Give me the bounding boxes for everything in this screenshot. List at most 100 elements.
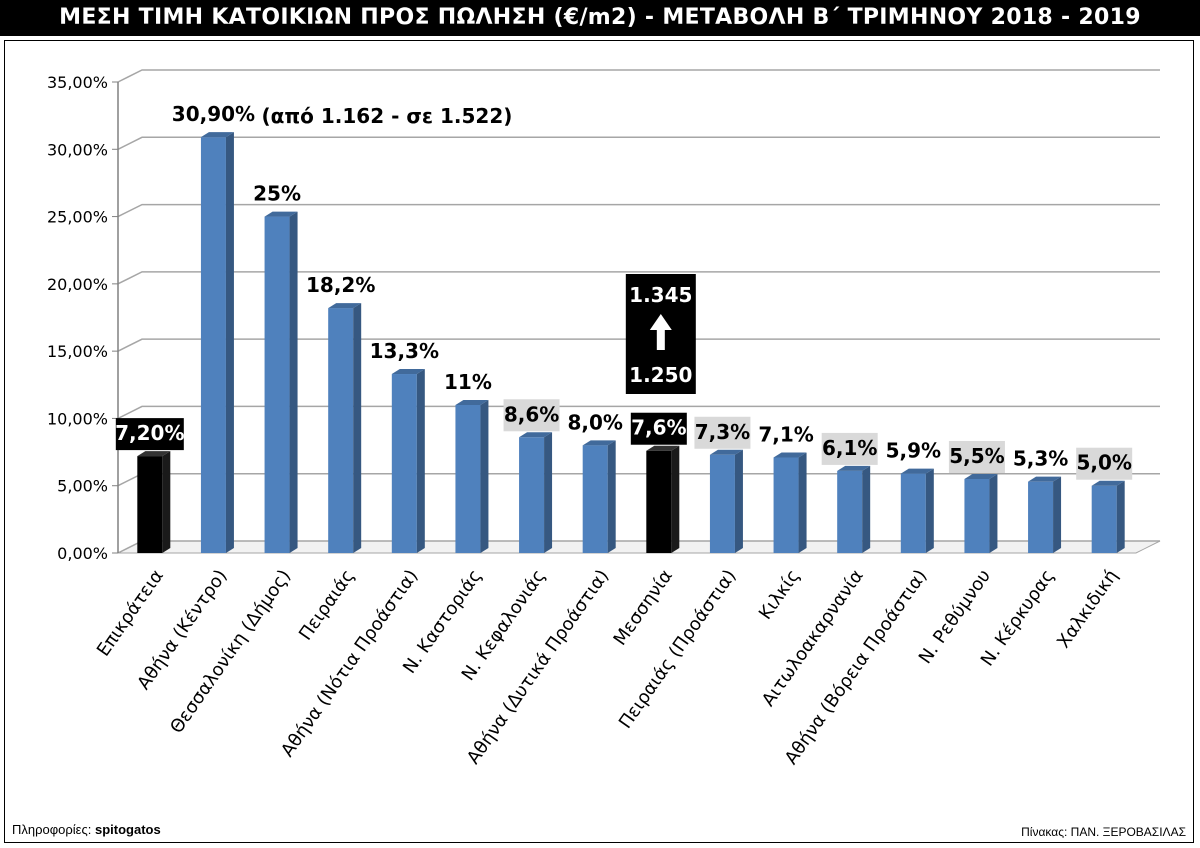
- arrow-up-icon: [649, 314, 672, 350]
- bar-top: [773, 452, 807, 458]
- y-tick-label: 0,00%: [57, 544, 108, 563]
- bar-top: [391, 369, 425, 375]
- data-label: 5,3%: [1013, 447, 1068, 471]
- bar-top: [900, 468, 934, 474]
- gridline: [117, 271, 1160, 285]
- category-label: Πειραιάς (Προάστια): [615, 566, 741, 733]
- title-bar: ΜΕΣΗ ΤΙΜΗ ΚΑΤΟΙΚΙΩΝ ΠΡΟΣ ΠΩΛΗΣΗ (€/m2) -…: [0, 0, 1200, 36]
- data-label-box: [1076, 447, 1133, 480]
- y-tick-label: 15,00%: [47, 342, 108, 361]
- bar-top: [964, 473, 998, 479]
- category-label: Κιλκίς: [755, 566, 804, 624]
- y-tick-label: 20,00%: [47, 275, 108, 294]
- bar: [137, 456, 163, 553]
- category-label: Θεσσαλονίκη (Δήμος): [166, 566, 295, 738]
- data-label: 11%: [444, 370, 492, 394]
- bar-top: [200, 132, 234, 138]
- data-label: 7,3%: [695, 420, 750, 444]
- bar: [1091, 485, 1117, 553]
- bar-side: [225, 132, 234, 553]
- bar: [328, 308, 354, 553]
- bar-side: [734, 449, 743, 553]
- bar: [519, 437, 545, 553]
- data-label: 25%: [253, 182, 301, 206]
- data-label-box: [503, 399, 560, 432]
- bar: [900, 473, 926, 553]
- bar-top: [1028, 476, 1062, 482]
- data-label: 6,1%: [822, 436, 877, 460]
- category-label: Χαλκιδική: [1053, 566, 1122, 652]
- y-tick-label: 10,00%: [47, 409, 108, 428]
- data-label: 5,0%: [1076, 451, 1131, 475]
- bar-top: [582, 440, 616, 446]
- bar-side: [989, 473, 998, 553]
- bar-top: [646, 445, 680, 451]
- bar-side: [798, 452, 807, 553]
- category-label: Επικράτεια: [93, 566, 168, 661]
- bar-side: [925, 468, 934, 553]
- annotation-price-from: 1.250: [629, 363, 692, 387]
- chart-title: ΜΕΣΗ ΤΙΜΗ ΚΑΤΟΙΚΙΩΝ ΠΡΟΣ ΠΩΛΗΣΗ (€/m2) -…: [59, 5, 1141, 30]
- data-label-box: [948, 440, 1005, 473]
- source-name: spitogatos: [94, 822, 161, 837]
- data-label-box: [694, 416, 751, 449]
- bar-top: [455, 399, 489, 405]
- bar: [837, 470, 863, 553]
- bar-side: [544, 432, 553, 553]
- bar-side: [862, 465, 871, 553]
- chart-credit: Πίνακας: ΠΑΝ. ΞΕΡΟΒΑΣΙΛΑΣ: [1021, 825, 1186, 839]
- gridline: [117, 405, 1160, 420]
- bar-top: [709, 449, 743, 455]
- y-tick-label: 30,00%: [47, 140, 108, 159]
- bar: [391, 374, 417, 553]
- bar: [455, 404, 481, 553]
- bar: [773, 457, 799, 553]
- source-note: Πληροφορίες: spitogatos: [12, 822, 161, 837]
- category-label: Πειραιάς: [295, 566, 359, 645]
- y-tick-label: 25,00%: [47, 208, 108, 227]
- bar: [582, 445, 608, 553]
- annotation-price-range: (από 1.162 - σε 1.522): [261, 104, 512, 128]
- bar-side: [607, 440, 616, 553]
- bar-top: [328, 303, 362, 309]
- data-label: 8,6%: [504, 402, 559, 426]
- bar-side: [1116, 480, 1125, 553]
- bar-side: [416, 369, 425, 553]
- gridline: [117, 69, 1160, 83]
- data-label: 5,9%: [886, 439, 941, 463]
- bar-side: [162, 451, 171, 553]
- data-label: 7,6%: [631, 416, 686, 440]
- data-label: 18,2%: [306, 273, 375, 297]
- data-label: 13,3%: [370, 339, 439, 363]
- y-tick-label: 35,00%: [47, 73, 108, 92]
- bar: [709, 454, 735, 553]
- bar-side: [353, 303, 362, 553]
- gridline: [117, 203, 1160, 218]
- bar: [964, 478, 990, 553]
- bar: [646, 450, 672, 553]
- gridline: [117, 136, 1160, 150]
- data-label-box: [821, 432, 878, 465]
- annotation-price-to: 1.345: [629, 283, 692, 307]
- data-label: 5,5%: [949, 444, 1004, 468]
- bar: [264, 216, 290, 554]
- bar-top: [837, 465, 871, 471]
- bar-side: [1053, 476, 1062, 553]
- data-label: 8,0%: [567, 410, 622, 434]
- data-label-box: [630, 412, 687, 445]
- bar-top: [519, 432, 553, 438]
- bar: [200, 137, 226, 553]
- source-prefix: Πληροφορίες:: [12, 822, 92, 837]
- gridline: [117, 338, 1160, 352]
- data-label: 30,90%: [172, 102, 255, 126]
- category-label: Μεσσηνία: [610, 566, 677, 650]
- data-label-box: [115, 418, 184, 451]
- y-tick-label: 5,00%: [57, 477, 108, 496]
- bar-side: [480, 399, 489, 553]
- bar-top: [264, 211, 298, 217]
- data-label: 7,1%: [758, 422, 813, 446]
- chart-frame: [4, 40, 1194, 843]
- bar: [1028, 481, 1054, 553]
- bar-side: [289, 211, 298, 554]
